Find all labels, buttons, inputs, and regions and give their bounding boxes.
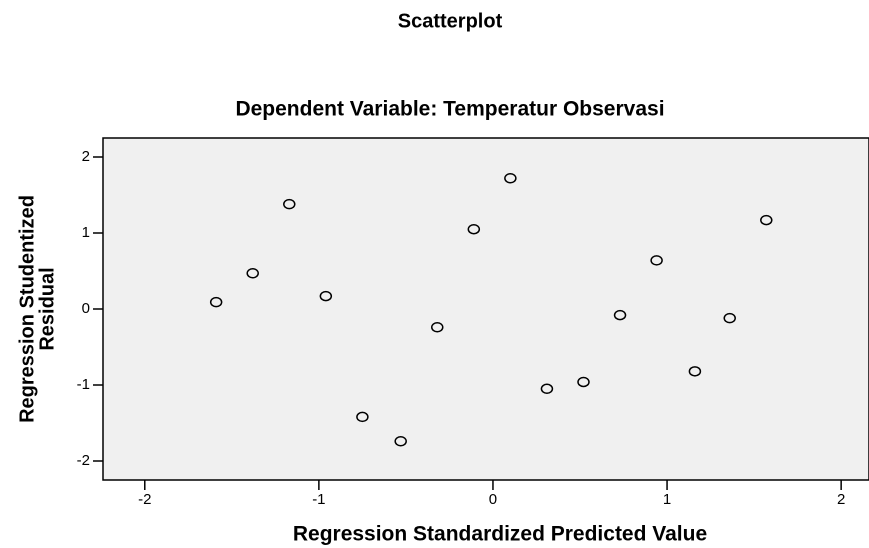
y-axis-label-line: Residual [36, 267, 58, 350]
y-tick-label: -2 [77, 452, 90, 469]
y-tick-label: 0 [82, 300, 90, 317]
x-tick-label: -2 [138, 491, 151, 508]
x-tick-label: -1 [312, 491, 325, 508]
y-axis-label: Regression Studentized Residual [16, 195, 58, 423]
chart: Scatterplot Dependent Variable: Temperat… [0, 0, 869, 548]
x-tick-label: 1 [663, 491, 671, 508]
x-tick-label: 0 [489, 491, 497, 508]
y-tick-label: 2 [82, 148, 90, 165]
y-tick-label: -1 [77, 376, 90, 393]
plot-area [103, 138, 869, 480]
chart-subtitle: Dependent Variable: Temperatur Observasi [235, 98, 664, 121]
y-tick-label: 1 [82, 224, 90, 241]
x-tick-label: 2 [837, 491, 845, 508]
chart-title: Scatterplot [398, 10, 503, 32]
x-axis-label: Regression Standardized Predicted Value [293, 523, 707, 546]
y-axis-label-line: Regression Studentized [16, 195, 38, 423]
